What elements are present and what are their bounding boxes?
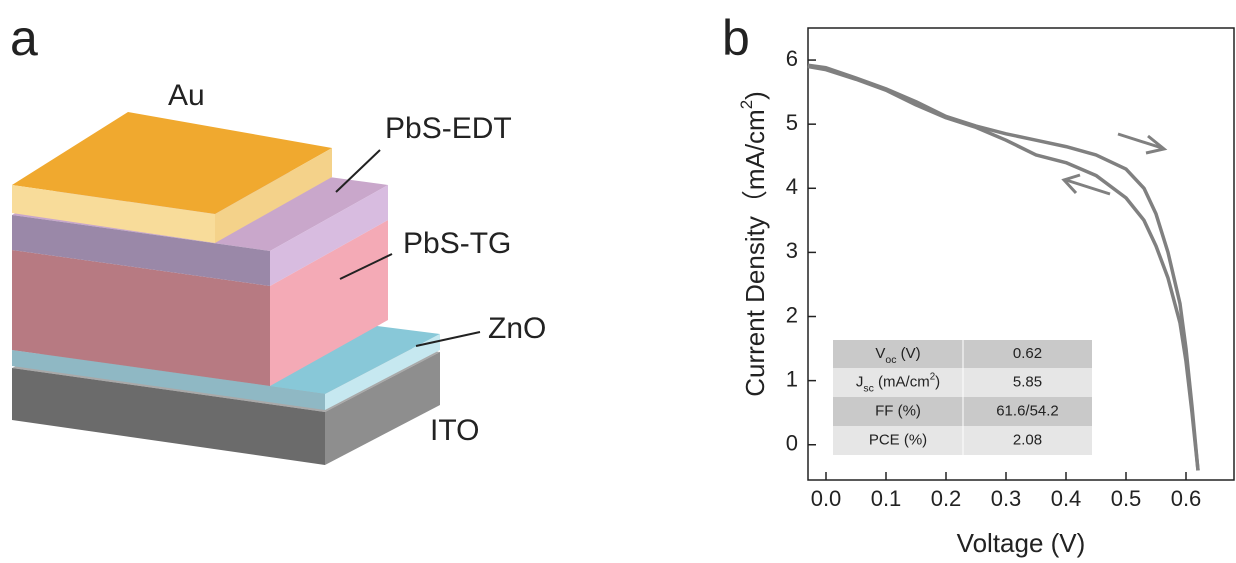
y-axis-label: Current Density（mA/cm2) xyxy=(737,91,770,397)
layer-label: PbS-EDT xyxy=(385,112,512,145)
au-front xyxy=(12,185,215,243)
x-tick-label: 0.6 xyxy=(1171,486,1202,511)
text-part: V xyxy=(875,345,885,362)
device-stack xyxy=(12,112,481,465)
text-part: sc xyxy=(863,382,874,394)
table-value: 5.85 xyxy=(1013,373,1042,390)
table-cell xyxy=(963,368,1092,397)
arrow-head xyxy=(1061,173,1081,195)
curve xyxy=(807,64,1200,471)
x-tick-label: 0.5 xyxy=(1111,486,1142,511)
pbs-tg-front xyxy=(12,250,270,386)
table-value: 0.62 xyxy=(1013,345,1042,362)
sweep-arrows xyxy=(1061,132,1168,196)
x-axis-label: Voltage (V) xyxy=(957,528,1086,558)
leader-line xyxy=(339,253,393,280)
layer-label: Au xyxy=(168,79,205,112)
arrow xyxy=(1117,132,1163,150)
arrow xyxy=(1065,178,1111,196)
plot-frame xyxy=(807,27,1235,481)
pbs-edt-front xyxy=(12,215,270,286)
text-part: 2 xyxy=(737,100,756,109)
table-cell xyxy=(833,340,963,368)
pbs-tg-side xyxy=(270,220,388,386)
y-tick-label: 2 xyxy=(786,302,798,327)
y-tick-label: 5 xyxy=(786,110,798,135)
pbs-edt-side xyxy=(270,185,388,286)
x-tick-label: 0.3 xyxy=(991,486,1022,511)
text-part: 2 xyxy=(930,372,935,383)
text-part: (mA/cm xyxy=(874,373,930,390)
y-tick-label: 4 xyxy=(786,174,798,199)
au-side xyxy=(215,148,332,243)
leader-line xyxy=(335,149,381,193)
table-value: 61.6/54.2 xyxy=(996,402,1059,419)
table-label: PCE (%) xyxy=(869,431,927,448)
text-part: J xyxy=(856,373,864,390)
table-cell xyxy=(963,397,1092,426)
table-label: Voc (V) xyxy=(875,345,920,366)
ito-side xyxy=(325,352,440,465)
text-part: ) xyxy=(740,91,770,100)
text-part: PCE (%) xyxy=(869,431,927,448)
text-part: (V) xyxy=(896,345,920,362)
y-tick-label: 0 xyxy=(786,431,798,456)
x-tick-label: 0.1 xyxy=(871,486,902,511)
panel-label: a xyxy=(10,10,38,66)
arrow-head xyxy=(1145,134,1168,155)
au-top xyxy=(12,112,332,214)
x-tick-label: 0.0 xyxy=(811,486,842,511)
table-value: 2.08 xyxy=(1013,431,1042,448)
zno-front xyxy=(12,350,325,410)
table-label: FF (%) xyxy=(875,402,921,419)
leader-line xyxy=(415,331,481,347)
y-tick-label: 6 xyxy=(786,46,798,71)
x-tick-label: 0.2 xyxy=(931,486,962,511)
panel-label: b xyxy=(722,10,750,66)
y-tick-label: 3 xyxy=(786,238,798,263)
x-tick-label: 0.4 xyxy=(1051,486,1082,511)
text-part: FF (%) xyxy=(875,402,921,419)
ito-front xyxy=(12,368,325,465)
y-tick-label: 1 xyxy=(786,366,798,391)
layer-label: ZnO xyxy=(488,312,546,345)
table-cell xyxy=(833,426,963,455)
table-cell xyxy=(833,397,963,426)
text-part: oc xyxy=(885,354,896,366)
layer-label: ITO xyxy=(430,414,479,447)
text-part: ) xyxy=(935,373,940,390)
table-cell xyxy=(963,340,1092,368)
table-cell xyxy=(963,426,1092,455)
text-part: Current Density（mA/cm xyxy=(740,109,770,397)
zno-side xyxy=(325,334,440,410)
table-cell xyxy=(833,368,963,397)
table-label: Jsc (mA/cm2) xyxy=(856,372,940,395)
layer-label: PbS-TG xyxy=(403,227,511,260)
